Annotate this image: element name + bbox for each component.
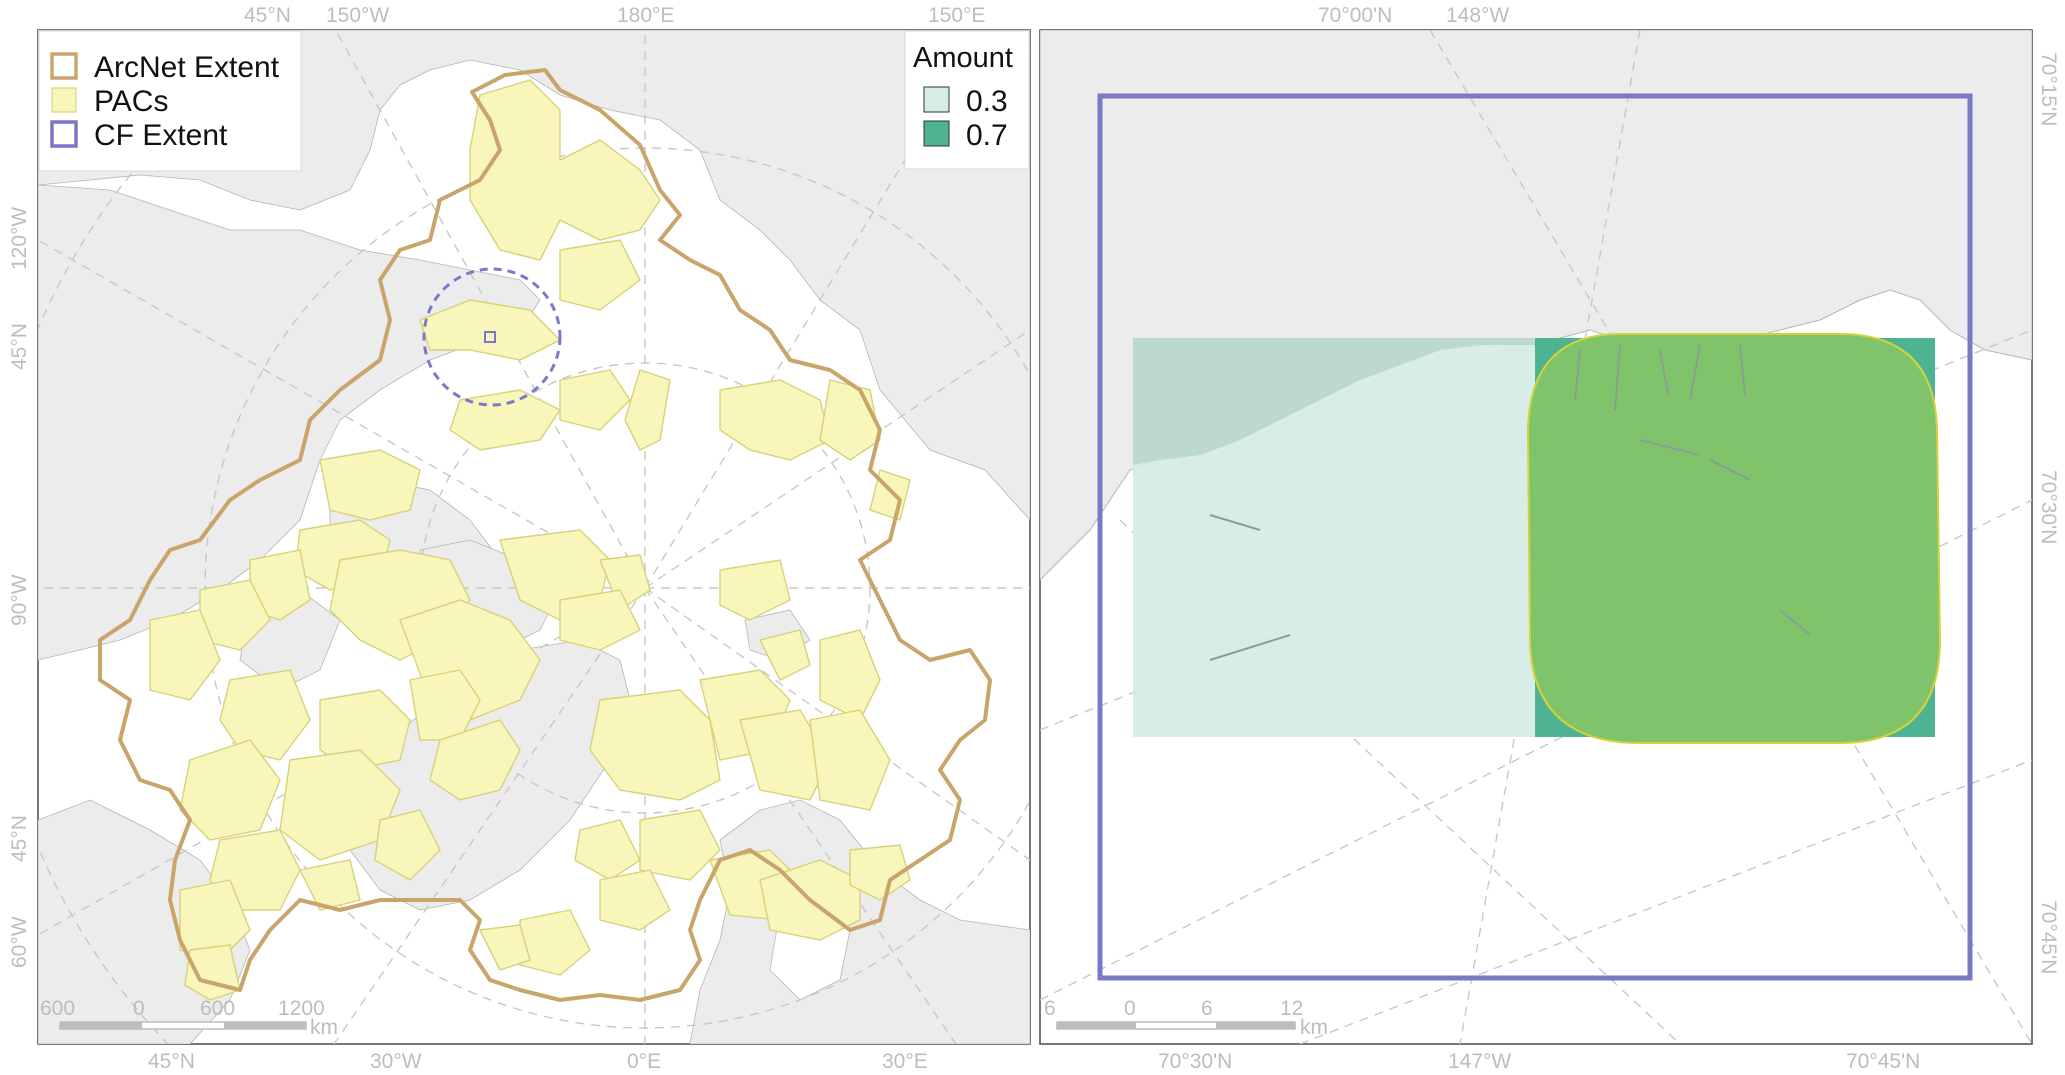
right-map-panel: 6 0 6 12 km (1039, 29, 2033, 1045)
left-tick-bottom-0: 45°N (148, 1050, 195, 1073)
left-tick-top-0: 45°N (244, 4, 291, 27)
legend-cf-extent-swatch (50, 120, 78, 148)
left-tick-left-2: 90°W (8, 574, 31, 626)
left-scalebar-label-3: 1200 (278, 997, 325, 1020)
left-scalebar-label-1: 0 (133, 997, 145, 1020)
legend-arcnet-label: ArcNet Extent (94, 51, 280, 84)
amount-legend: Amount 0.3 0.7 (904, 30, 1030, 170)
right-scalebar-label-1: 0 (1124, 997, 1136, 1020)
right-ticks: 70°00'N 148°W 70°30'N 147°W 70°45'N 70°1… (1158, 4, 2060, 1073)
right-tick-bottom-0: 70°30'N (1158, 1050, 1232, 1073)
left-scalebar-unit: km (310, 1016, 338, 1039)
legend-cf-extent-label: CF Extent (94, 119, 228, 152)
right-scalebar-label-0: 6 (1044, 997, 1056, 1020)
right-tick-right-1: 70°30'N (2037, 470, 2060, 544)
left-map-panel: ArcNet Extent PACs CF Extent Amount 0.3 … (37, 29, 1031, 1045)
right-scalebar-unit: km (1300, 1016, 1328, 1039)
right-tick-bottom-2: 70°45'N (1846, 1050, 1920, 1073)
right-tick-top-0: 70°00'N (1318, 4, 1392, 27)
left-scalebar-label-2: 600 (200, 997, 235, 1020)
amount-high-label: 0.7 (966, 119, 1008, 152)
left-scalebar: 600 0 600 1200 km (40, 997, 338, 1039)
pac-overlay (1526, 333, 1942, 744)
cf-extent-marker (484, 331, 496, 343)
right-scalebar-label-3: 12 (1280, 997, 1303, 1020)
amount-high-swatch (923, 120, 950, 147)
left-tick-top-2: 180°E (617, 4, 674, 27)
right-tick-right-2: 70°45'N (2037, 900, 2060, 974)
right-tick-right-0: 70°15'N (2037, 52, 2060, 126)
right-scalebar-label-2: 6 (1201, 997, 1213, 1020)
left-scalebar-label-0: 600 (40, 997, 75, 1020)
left-tick-top-3: 150°E (928, 4, 985, 27)
left-tick-left-4: 60°W (8, 916, 31, 968)
left-tick-left-3: 45°N (8, 815, 31, 862)
amount-low-label: 0.3 (966, 85, 1008, 118)
right-tick-top-1: 148°W (1446, 4, 1509, 27)
left-ticks: 45°N 150°W 180°E 150°E 45°N 30°W 0°E 30°… (8, 4, 985, 1073)
left-tick-left-0: 120°W (8, 207, 31, 270)
amount-low-swatch (923, 86, 950, 113)
left-legend: ArcNet Extent PACs CF Extent (38, 30, 302, 172)
amount-legend-title: Amount (913, 42, 1013, 74)
right-tick-bottom-1: 147°W (1448, 1050, 1511, 1073)
cf-extent-dashed-circle (422, 267, 562, 407)
left-tick-left-1: 45°N (8, 323, 31, 370)
legend-arcnet-swatch (50, 52, 78, 80)
left-tick-bottom-1: 30°W (370, 1050, 422, 1073)
left-tick-bottom-3: 30°E (882, 1050, 928, 1073)
cf-extent-rectangle (1097, 93, 1973, 981)
left-tick-bottom-2: 0°E (627, 1050, 661, 1073)
legend-pacs-label: PACs (94, 85, 168, 118)
right-scalebar: 6 0 6 12 km (1044, 997, 1328, 1039)
legend-pacs-swatch (51, 87, 77, 113)
left-tick-top-1: 150°W (326, 4, 389, 27)
arcnet-extent-outline (98, 68, 992, 1002)
